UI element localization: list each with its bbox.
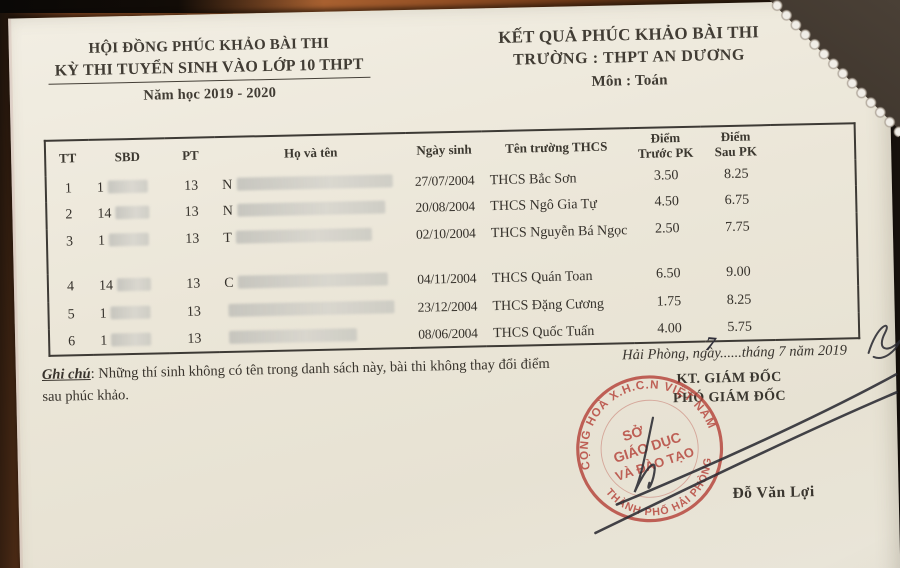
col-header-name: Họ và tên (283, 144, 338, 161)
cell-school: THCS Quán Toan (491, 268, 593, 287)
redaction-blur (236, 174, 393, 191)
cell-score-after: 9.00 (726, 264, 751, 281)
footnote: Ghi chú: Những thí sinh không có tên tro… (42, 354, 551, 409)
cell-empty (772, 212, 857, 259)
redaction-blur (237, 272, 388, 289)
cell-empty (773, 257, 858, 287)
cell-dob: 27/07/2004 (414, 172, 475, 189)
redaction-blur (116, 277, 152, 292)
cell-name: C (218, 267, 409, 299)
cell-pt: 13 (185, 231, 200, 247)
redaction-blur (235, 227, 372, 244)
cell-score-before: 1.75 (656, 294, 682, 310)
col-header-empty (770, 123, 855, 161)
header-left-line3: Năm học 2019 - 2020 (143, 84, 277, 104)
redaction-blur (111, 332, 152, 347)
cell-school: THCS Ngô Gia Tự (490, 196, 597, 215)
header-right-school: TRƯỜNG : THPT AN DƯƠNG (512, 46, 746, 69)
header-right-title: KẾT QUẢ PHÚC KHẢO BÀI THI (497, 22, 760, 47)
cell-sbd: 14 (92, 272, 169, 302)
redaction-blur (110, 305, 151, 320)
cell-school: THCS Đặng Cương (492, 296, 605, 315)
header-left-line1: HỘI ĐỒNG PHÚC KHẢO BÀI THI (88, 35, 330, 57)
cell-empty (772, 185, 857, 214)
cell-pt: 13 (187, 331, 202, 347)
header-left-line2: KỲ THI TUYỂN SINH VÀO LỚP 10 THPT (39, 55, 379, 85)
cell-pt: 13 (186, 276, 201, 292)
redaction-blur (228, 300, 396, 317)
col-header-score-after: Điểm Sau PK (714, 128, 758, 159)
cell-score-before: 3.50 (653, 168, 679, 184)
cell-score-after: 7.75 (725, 219, 750, 236)
cell-sbd: 14 (90, 200, 167, 229)
cell-name: T (217, 222, 408, 271)
cell-sbd: 1 (91, 227, 168, 274)
cell-empty (774, 285, 859, 314)
header-left: HỘI ĐỒNG PHÚC KHẢO BÀI THI KỲ THI TUYỂN … (39, 35, 380, 107)
cell-name (219, 322, 410, 352)
cell-tt: 5 (67, 307, 75, 323)
cell-dob: 20/08/2004 (415, 198, 476, 215)
cell-score-after: 6.75 (724, 192, 750, 209)
handwritten-signature (594, 324, 900, 535)
col-header-score-before: Điểm Trước PK (637, 129, 694, 161)
cell-school: THCS Bắc Sơn (489, 171, 577, 189)
col-header-sbd: SBD (114, 148, 141, 165)
cell-dob: 08/06/2004 (418, 325, 478, 342)
stamp-center-line1: SỞ (620, 421, 646, 444)
cell-tt: 3 (65, 234, 74, 250)
cell-tt: 6 (68, 334, 76, 350)
cell-sbd: 1 (93, 327, 170, 355)
cell-dob: 23/12/2004 (417, 298, 478, 315)
col-header-dob: Ngày sinh (416, 141, 472, 158)
cell-name: N (216, 195, 407, 226)
redaction-blur (108, 232, 150, 247)
cell-sbd: 1 (90, 174, 167, 202)
cell-score-before: 2.50 (654, 221, 680, 237)
col-header-pt: PT (181, 147, 199, 163)
cell-score-before: 6.50 (655, 266, 681, 282)
footnote-label: Ghi chú (41, 365, 91, 384)
header-right-subject: Môn : Toán (591, 72, 668, 90)
cell-tt: 2 (65, 207, 73, 223)
cell-dob: 04/11/2004 (417, 270, 477, 287)
redaction-blur (236, 200, 385, 217)
cell-pt: 13 (184, 204, 199, 220)
header-right: KẾT QUẢ PHÚC KHẢO BÀI THI TRƯỜNG : THPT … (438, 21, 819, 94)
cell-sbd: 1 (92, 300, 169, 329)
cell-pt: 13 (186, 304, 202, 320)
cell-name (219, 295, 410, 326)
col-header-tt: TT (58, 150, 77, 166)
cell-tt: 4 (66, 279, 75, 295)
cell-tt: 1 (64, 181, 73, 197)
dark-table-edge (0, 0, 324, 13)
redaction-blur (115, 205, 150, 220)
cell-score-after: 8.25 (726, 292, 752, 309)
redaction-blur (107, 179, 149, 194)
redaction-blur (229, 328, 358, 344)
official-red-stamp: CỘNG HOÀ X.H.C.N VIỆT NAM • THÀNH PHỐ HẢ… (544, 343, 728, 543)
cell-school: THCS Nguyễn Bá Ngọc (490, 223, 628, 242)
cell-empty (771, 159, 856, 187)
cell-dob: 02/10/2004 (415, 225, 476, 242)
cell-score-after: 8.25 (723, 166, 749, 183)
cell-score-before: 4.50 (654, 194, 680, 210)
footnote-text: : Những thí sinh không có tên trong danh… (42, 355, 550, 405)
col-header-school: Tên trường THCS (505, 138, 608, 156)
cell-pt: 13 (183, 178, 199, 194)
document-paper: HỘI ĐỒNG PHÚC KHẢO BÀI THI KỲ THI TUYỂN … (8, 0, 900, 568)
